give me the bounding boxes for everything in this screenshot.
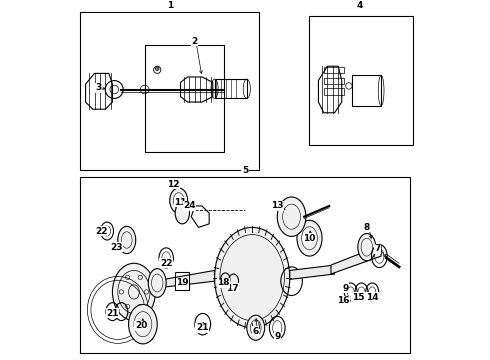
Text: 9: 9 xyxy=(274,332,280,341)
Bar xyxy=(324,89,343,95)
Text: 13: 13 xyxy=(271,202,284,211)
Text: 22: 22 xyxy=(96,226,108,235)
Ellipse shape xyxy=(277,197,306,237)
Ellipse shape xyxy=(148,269,166,297)
Text: 7: 7 xyxy=(374,244,381,253)
Text: 15: 15 xyxy=(352,293,364,302)
Text: 1: 1 xyxy=(168,1,173,10)
Text: 17: 17 xyxy=(226,284,239,293)
Text: 8: 8 xyxy=(364,223,370,232)
Text: 9: 9 xyxy=(342,284,348,293)
Ellipse shape xyxy=(247,315,265,340)
Text: 21: 21 xyxy=(196,323,208,332)
Bar xyxy=(80,177,410,353)
Text: 23: 23 xyxy=(110,243,122,252)
Text: 11: 11 xyxy=(174,198,187,207)
Text: 2: 2 xyxy=(191,37,197,46)
Ellipse shape xyxy=(170,188,188,213)
Ellipse shape xyxy=(297,220,322,256)
Bar xyxy=(324,67,343,73)
Ellipse shape xyxy=(215,228,290,328)
Bar xyxy=(310,16,414,145)
Text: 10: 10 xyxy=(303,234,316,243)
Text: 19: 19 xyxy=(176,279,189,288)
Text: 12: 12 xyxy=(167,180,180,189)
Text: 18: 18 xyxy=(217,279,230,288)
Text: 6: 6 xyxy=(253,327,259,336)
Polygon shape xyxy=(290,265,335,279)
Polygon shape xyxy=(331,246,381,274)
Text: 20: 20 xyxy=(135,321,147,330)
Text: 4: 4 xyxy=(356,1,363,10)
Bar xyxy=(324,78,343,84)
Ellipse shape xyxy=(358,234,376,261)
Text: 5: 5 xyxy=(242,166,248,175)
Ellipse shape xyxy=(118,226,136,253)
Bar xyxy=(215,79,247,99)
Ellipse shape xyxy=(175,202,190,224)
Ellipse shape xyxy=(112,263,155,321)
Bar xyxy=(145,45,223,152)
Text: 24: 24 xyxy=(183,202,196,211)
Text: 14: 14 xyxy=(366,293,378,302)
Bar xyxy=(352,75,381,105)
Text: 22: 22 xyxy=(160,259,172,268)
Bar xyxy=(175,272,190,290)
Polygon shape xyxy=(154,270,215,288)
Ellipse shape xyxy=(128,305,157,344)
Text: 21: 21 xyxy=(106,309,119,318)
Circle shape xyxy=(155,67,159,71)
Text: 16: 16 xyxy=(337,296,350,305)
Text: 3: 3 xyxy=(95,83,101,92)
Bar xyxy=(80,13,259,170)
